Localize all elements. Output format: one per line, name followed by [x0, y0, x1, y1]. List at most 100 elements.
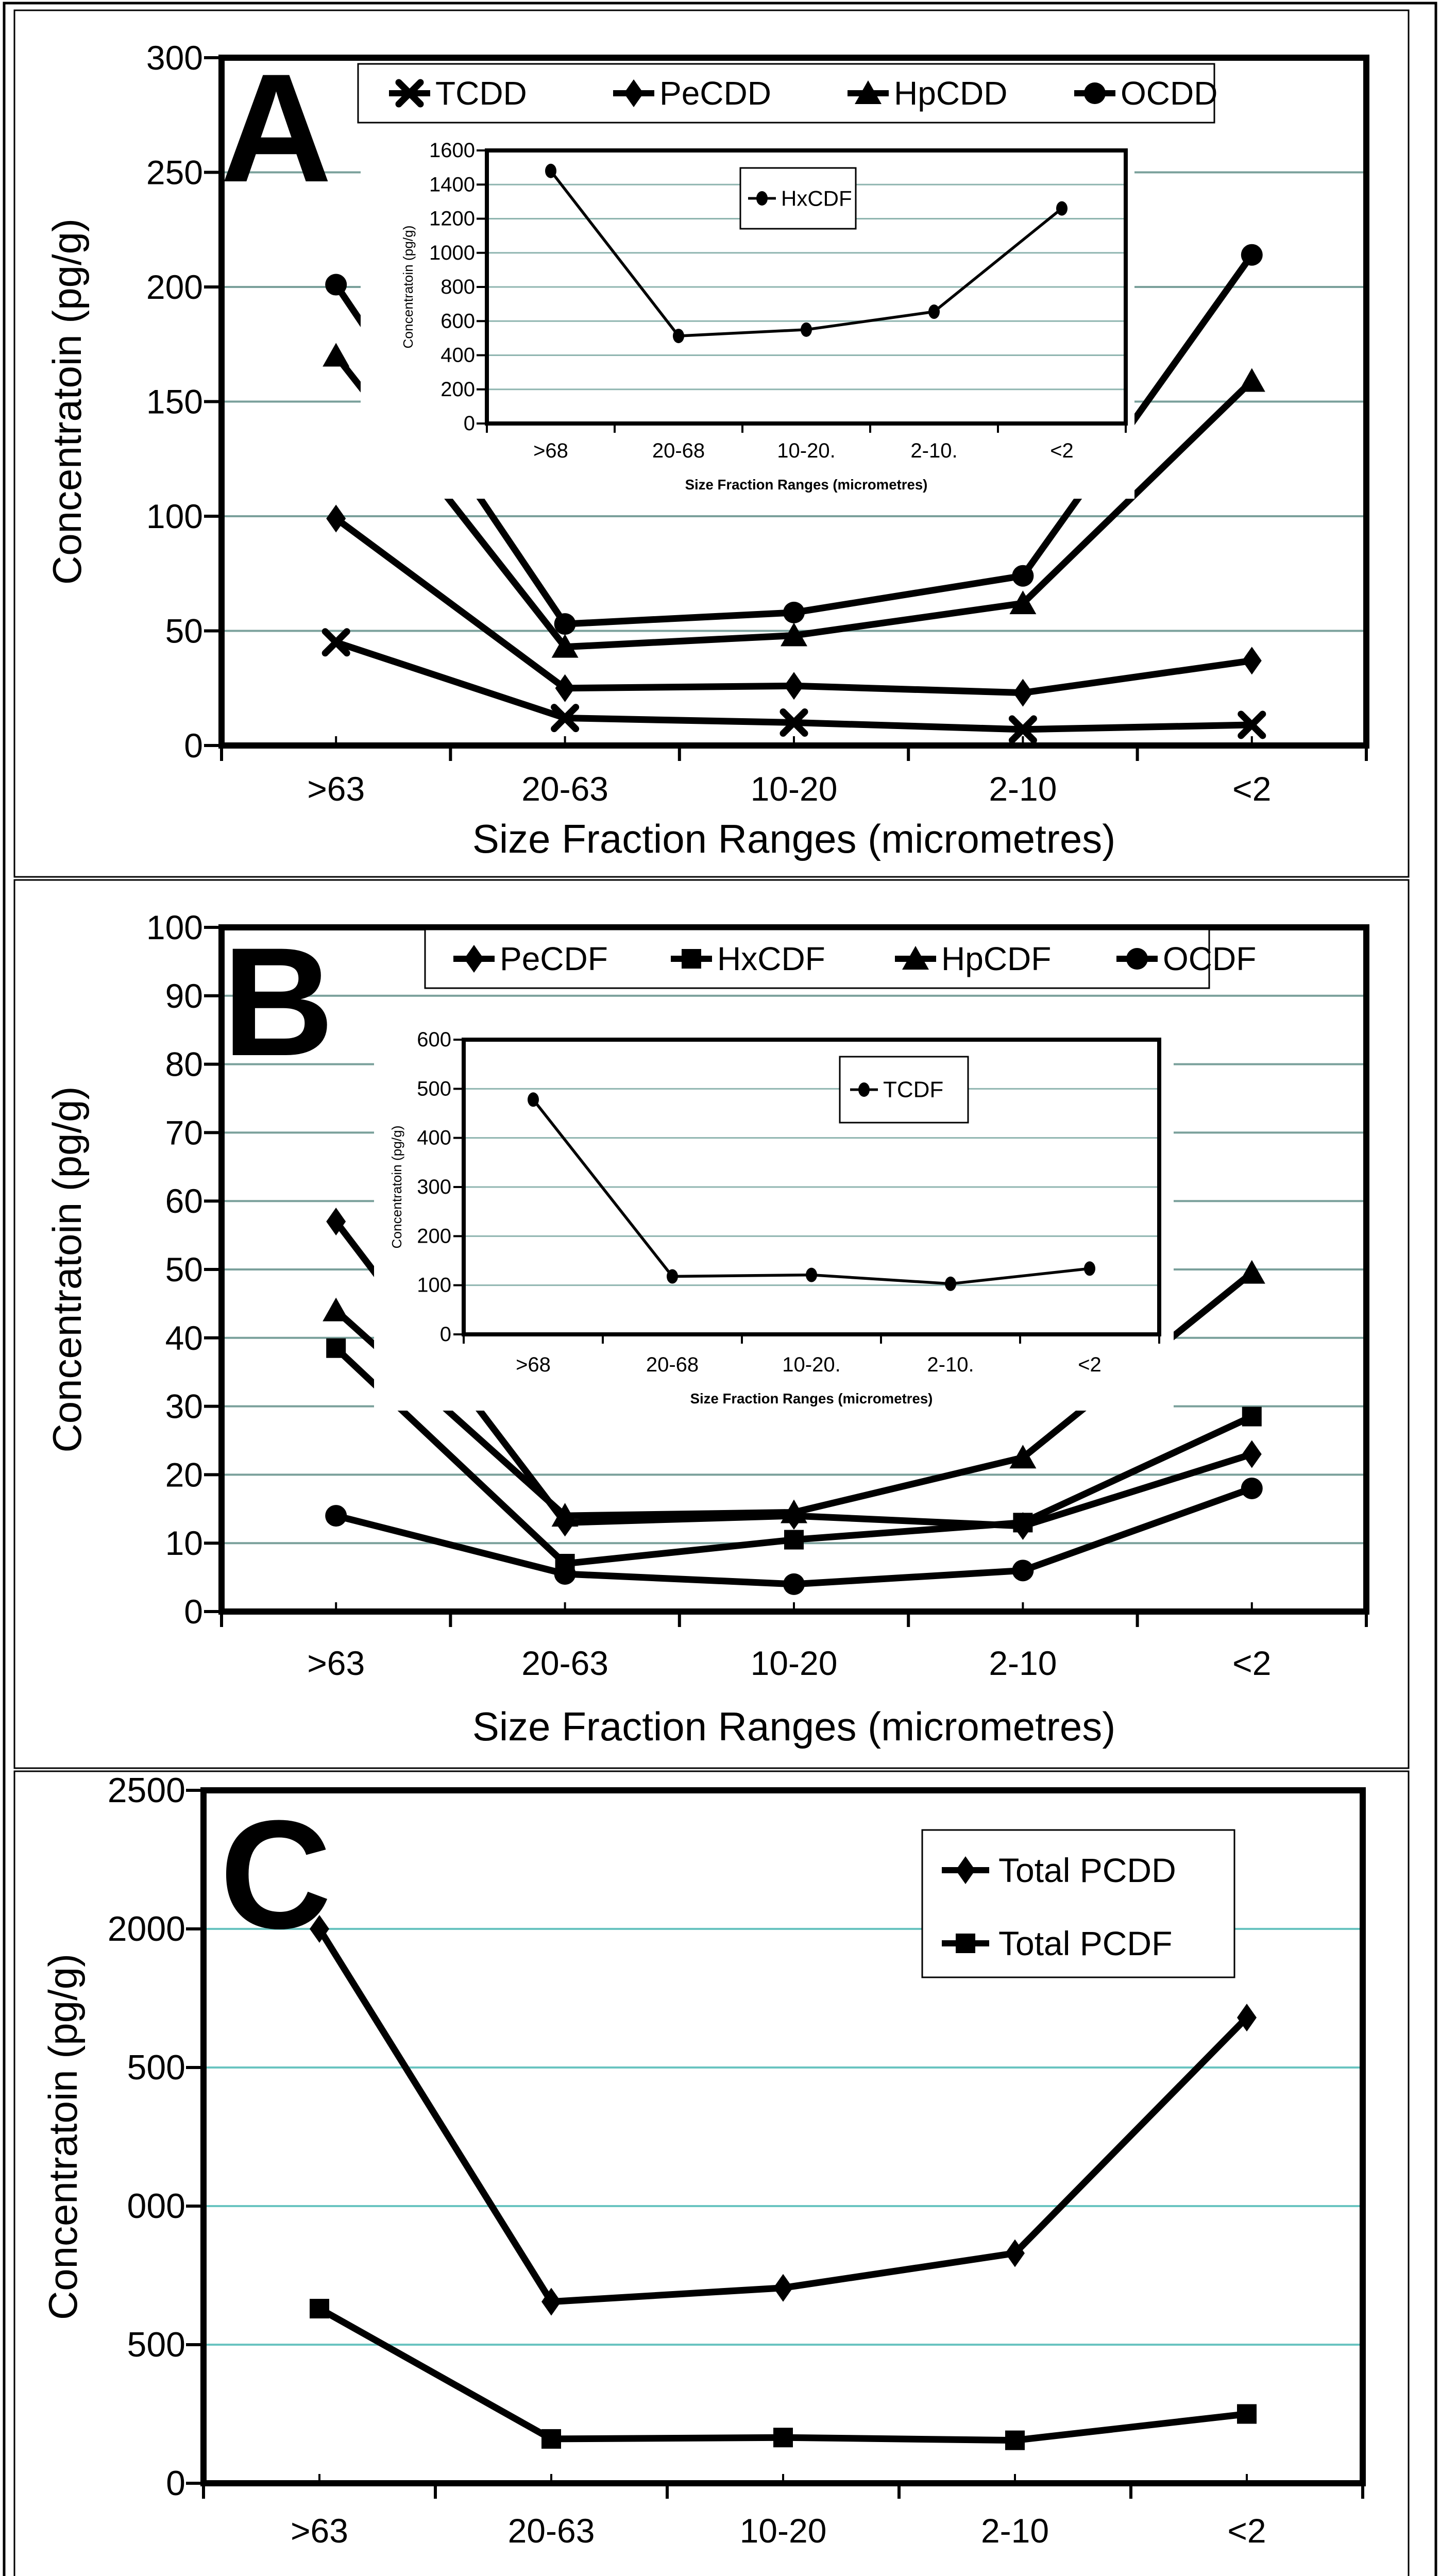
y-tick-label: 10: [165, 1524, 203, 1562]
marker-x: [1238, 710, 1266, 739]
y-tick-label: 150: [146, 383, 203, 421]
y-axis-title: Concentratoin (pg/g): [389, 1125, 404, 1248]
marker-diamond: [1013, 679, 1033, 707]
marker-triangle: [323, 1297, 350, 1321]
marker-circle: [325, 1505, 347, 1527]
legend-label: Total PCDD: [998, 1851, 1176, 1889]
marker-diamond: [773, 2274, 793, 2302]
marker-circle: [554, 613, 576, 635]
marker-triangle: [1009, 590, 1037, 615]
x-category-label: 2-10.: [927, 1353, 974, 1376]
legend-label: TCDF: [883, 1077, 943, 1103]
y-axis: 0 10 20 30 40 50 60 70 80 90 100: [146, 908, 222, 1631]
y-tick-label: 250: [146, 154, 203, 192]
marker-dot: [945, 1276, 956, 1291]
legend-label: OCDD: [1121, 75, 1217, 112]
marker-square: [682, 949, 701, 969]
marker-diamond: [1242, 647, 1262, 675]
marker-circle: [325, 274, 347, 296]
y-tick-label: 100: [146, 497, 203, 535]
panel-c-box: [13, 1770, 1410, 2576]
y-tick-label: 60: [165, 1182, 203, 1220]
marker-x: [321, 628, 350, 657]
x-category-label: >63: [291, 2512, 348, 2550]
x-axis: >68 20-68 10-20. 2-10. <2: [486, 423, 1127, 462]
marker-dot: [528, 1092, 539, 1107]
y-axis-title: Concentratoin (pg/g): [400, 225, 416, 348]
panel-a-box: [13, 9, 1410, 878]
panel-letter-c: C: [220, 1788, 332, 1961]
marker-diamond: [555, 674, 575, 702]
legend-box: [424, 928, 1210, 989]
y-tick-label: 600: [441, 310, 475, 332]
marker-triangle: [902, 946, 929, 970]
x-category-label: 2-10: [989, 1644, 1057, 1682]
marker-triangle: [781, 622, 807, 647]
x-category-label: 2-10: [989, 770, 1057, 808]
series-TCDF: [528, 1092, 1095, 1291]
marker-square: [326, 1338, 346, 1358]
series-line-Total PCDF: [317, 2306, 1247, 2444]
marker-diamond: [956, 1856, 975, 1884]
marker-triangle: [1238, 1260, 1265, 1284]
y-tick-label: 1000: [429, 242, 475, 264]
marker-square: [1013, 1513, 1033, 1533]
series-PeCDD: [326, 504, 1262, 707]
legend-label: HxCDF: [717, 940, 825, 977]
legend-box: [357, 63, 1215, 124]
y-tick-label: 0: [464, 412, 475, 435]
x-axis: >63 20-63 10-20 2-10 <2: [202, 2474, 1364, 2550]
marker-circle: [783, 601, 805, 623]
x-axis-title: Size Fraction Ranges (micrometres): [472, 816, 1115, 861]
y-tick-label: 600: [417, 1028, 451, 1051]
chart-a-main: 0 50 100 150 200 250 300 >63 20-63 10-20 2-10 <2 Siz…: [44, 39, 1369, 861]
y-tick-label: 2000: [108, 1909, 185, 1948]
y-tick-label: 0: [184, 1592, 203, 1631]
marker-dot: [545, 163, 556, 178]
marker-triangle: [781, 1499, 807, 1523]
x-category-label: 10-20: [740, 2512, 827, 2550]
x-category-label: >63: [307, 1644, 365, 1682]
y-tick-label: 1600: [429, 139, 475, 162]
x-category-label: 10-20.: [777, 439, 835, 462]
series-line-Total PCDD: [316, 1927, 1249, 2306]
x-axis-title: Size Fraction Ranges (micrometres): [690, 1391, 933, 1406]
y-tick-label: 100: [146, 908, 203, 946]
y-tick-label: 20: [165, 1455, 203, 1494]
marker-circle: [554, 1563, 576, 1585]
marker-triangle: [1009, 1445, 1037, 1469]
panel-letter-a: A: [221, 41, 332, 214]
marker-triangle: [323, 343, 350, 367]
x-category-label: >68: [533, 439, 568, 462]
chart-a-inset: 0 200 400 600 800 1000 1200 1400 1600 >68 20-68 10-…: [361, 135, 1134, 499]
y-tick-label: 1400: [429, 173, 475, 196]
y-tick-label: 80: [165, 1045, 203, 1083]
legend-label: Total PCDF: [998, 1924, 1172, 1962]
x-category-label: 2-10: [981, 2512, 1049, 2550]
marker-dot: [806, 1267, 817, 1282]
marker-dot: [756, 191, 768, 206]
legend-label: HpCDF: [941, 940, 1051, 977]
marker-triangle: [855, 80, 882, 104]
legend-label: TCDD: [435, 75, 527, 112]
x-category-label: 20-63: [508, 2512, 595, 2550]
marker-dot: [1084, 1261, 1095, 1276]
x-category-label: >63: [307, 770, 365, 808]
chart-b-inset: 0 100 200 300 400 500 600 >68 20-68 10-20. 2-10. <2…: [374, 1028, 1174, 1411]
x-axis-title: Size Fraction Ranges (micrometres): [472, 1704, 1115, 1749]
y-tick-label: 400: [441, 344, 475, 367]
figure-outer-border: [3, 2, 1437, 2576]
y-tick-label: 0: [440, 1323, 451, 1346]
y-axis-title: Concentratoin (pg/g): [40, 1954, 86, 2320]
x-category-label: 10-20: [751, 1644, 838, 1682]
legend-label: PeCDF: [500, 940, 608, 977]
marker-dot: [673, 329, 684, 344]
marker-triangle: [551, 1503, 579, 1527]
x-category-label: 20-63: [521, 1644, 608, 1682]
y-tick-label: 200: [417, 1225, 451, 1247]
marker-square: [773, 2428, 793, 2448]
marker-circle: [1126, 948, 1148, 970]
marker-dot: [928, 304, 940, 319]
legend: PeCDF HxCDF HpCDF OCDF: [424, 928, 1256, 989]
